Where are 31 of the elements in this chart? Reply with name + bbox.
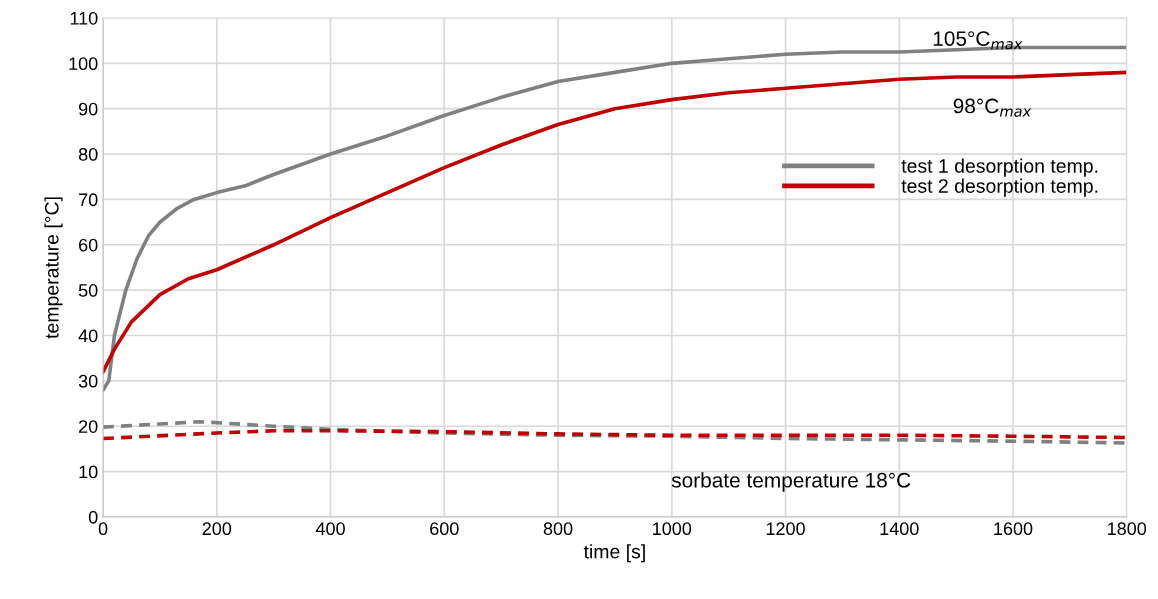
y-tick-label: 20 bbox=[79, 420, 98, 433]
x-tick-label: 1200 bbox=[766, 522, 805, 536]
y-tick-label: 80 bbox=[78, 147, 98, 161]
x-tick-label: 1400 bbox=[880, 522, 919, 536]
x-tick-label: 800 bbox=[543, 522, 573, 536]
x-tick-label: 400 bbox=[315, 522, 345, 536]
x-tick-label: 1800 bbox=[1108, 522, 1147, 536]
line-series bbox=[103, 419, 1127, 445]
x-tick-label: 200 bbox=[202, 522, 232, 536]
annotation: 98°C$_{max}$ bbox=[953, 98, 1032, 117]
annotation: sorbate temperature 18°C bbox=[671, 472, 911, 492]
line-series bbox=[103, 428, 1127, 441]
x-tick-label: 1600 bbox=[994, 522, 1033, 536]
y-tick-label: 70 bbox=[79, 193, 98, 207]
y-tick-label: 60 bbox=[79, 238, 98, 252]
y-tick-label: 10 bbox=[79, 465, 98, 479]
annotation: 105°C$_{max}$ bbox=[933, 31, 1023, 50]
x-tick-label: 1000 bbox=[653, 522, 692, 536]
y-tick-label: 50 bbox=[78, 284, 98, 297]
y-axis-title: temperature [°C] bbox=[44, 197, 63, 339]
y-tick-label: 90 bbox=[78, 102, 98, 116]
y-tick-label: 100 bbox=[69, 57, 98, 71]
y-tick-label: 40 bbox=[78, 329, 98, 343]
x-tick-label: 600 bbox=[430, 522, 459, 536]
x-tick-label: 0 bbox=[98, 522, 108, 536]
legend-label: test 1 desorption temp. bbox=[901, 158, 1098, 177]
legend-label: test 2 desorption temp. bbox=[901, 178, 1098, 197]
x-axis-title: time [s] bbox=[583, 544, 645, 563]
y-tick-label: 30 bbox=[78, 374, 98, 388]
y-tick-label: 0 bbox=[88, 510, 98, 524]
y-tick-label: 110 bbox=[70, 11, 98, 25]
